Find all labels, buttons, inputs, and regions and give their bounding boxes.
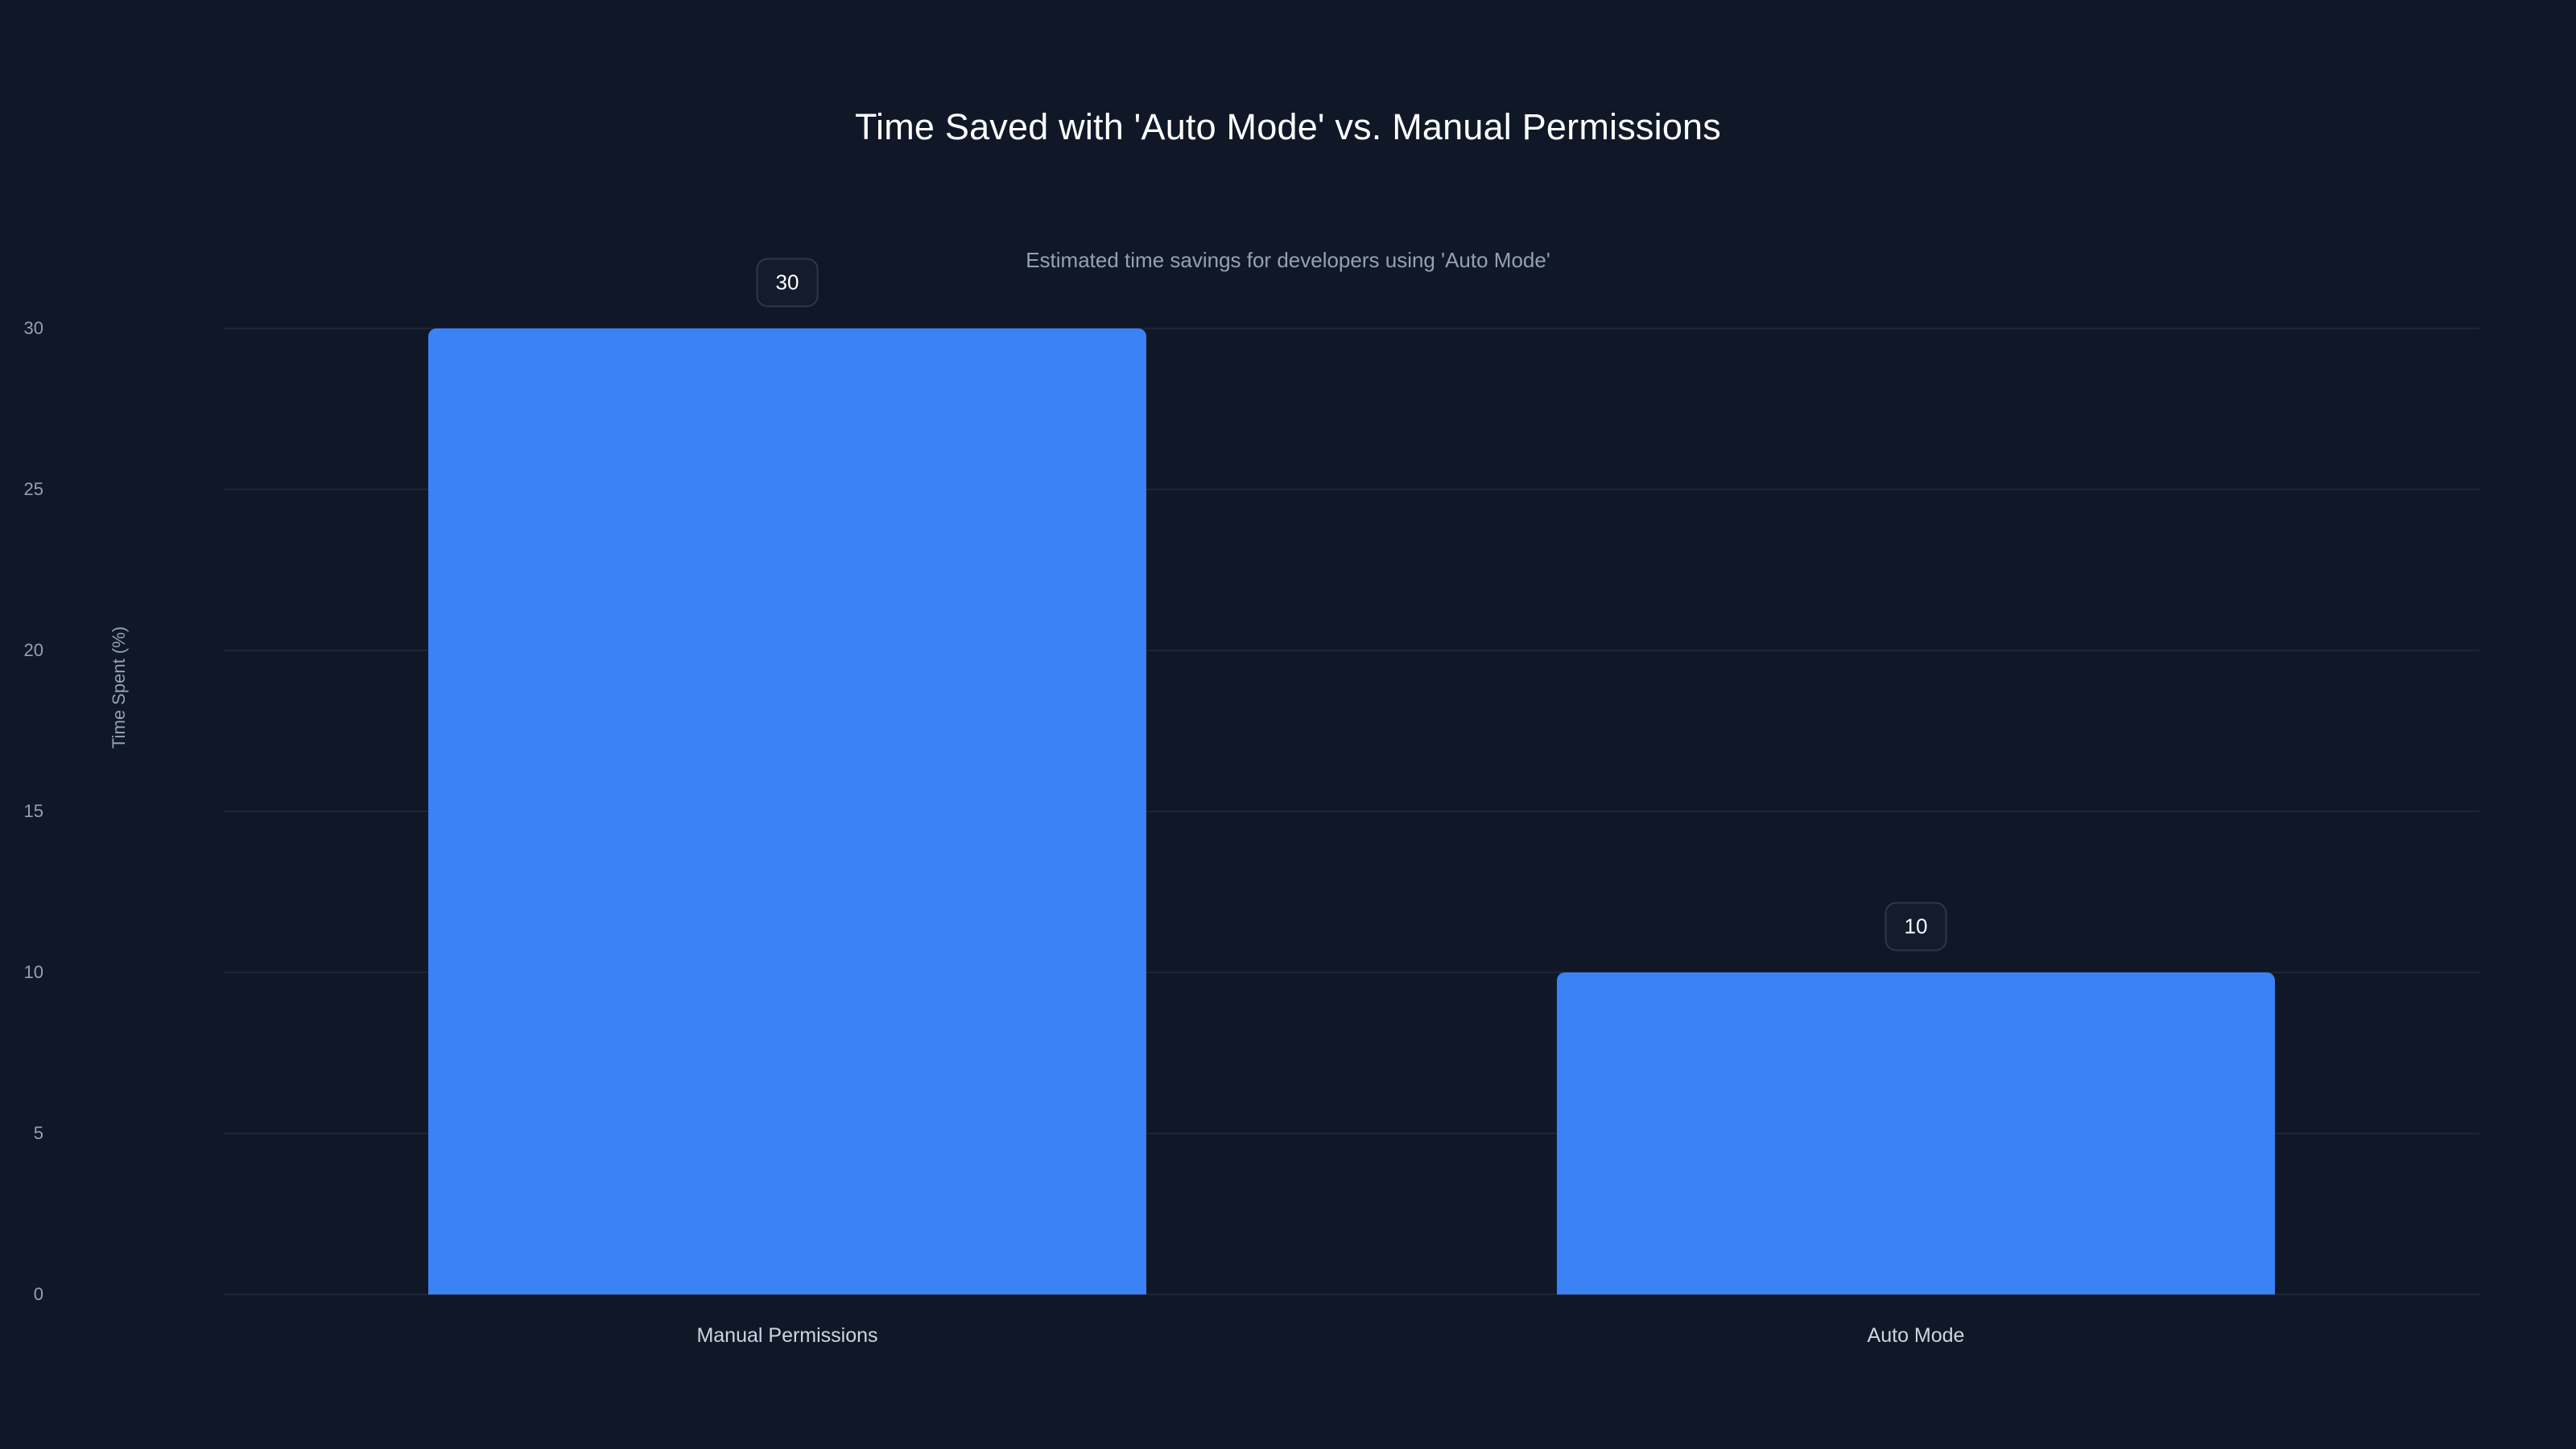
bar-manual-permissions[interactable] bbox=[428, 328, 1146, 1294]
x-tick-label: Auto Mode bbox=[1867, 1324, 1965, 1347]
y-tick-label: 0 bbox=[33, 1284, 43, 1304]
chart-subtitle: Estimated time savings for developers us… bbox=[1026, 248, 1550, 272]
gridline bbox=[224, 811, 2479, 812]
gridline bbox=[224, 650, 2479, 651]
x-tick-label: Manual Permissions bbox=[696, 1324, 878, 1347]
value-badge: 30 bbox=[756, 258, 819, 308]
y-tick-label: 10 bbox=[23, 962, 43, 982]
gridline bbox=[224, 489, 2479, 490]
y-tick-label: 30 bbox=[23, 318, 43, 338]
gridline bbox=[224, 1133, 2479, 1134]
plot-area bbox=[224, 328, 2479, 1295]
value-badge: 10 bbox=[1885, 902, 1947, 952]
y-tick-label: 20 bbox=[23, 640, 43, 660]
y-tick-label: 5 bbox=[33, 1123, 43, 1143]
y-axis-title: Time Spent (%) bbox=[109, 625, 129, 749]
y-tick-label: 15 bbox=[23, 801, 43, 821]
gridline bbox=[224, 972, 2479, 973]
gridline bbox=[224, 328, 2479, 329]
y-tick-label: 25 bbox=[23, 479, 43, 499]
chart-title: Time Saved with 'Auto Mode' vs. Manual P… bbox=[855, 106, 1721, 147]
gridline bbox=[224, 1294, 2479, 1295]
bar-auto-mode[interactable] bbox=[1557, 972, 2275, 1294]
